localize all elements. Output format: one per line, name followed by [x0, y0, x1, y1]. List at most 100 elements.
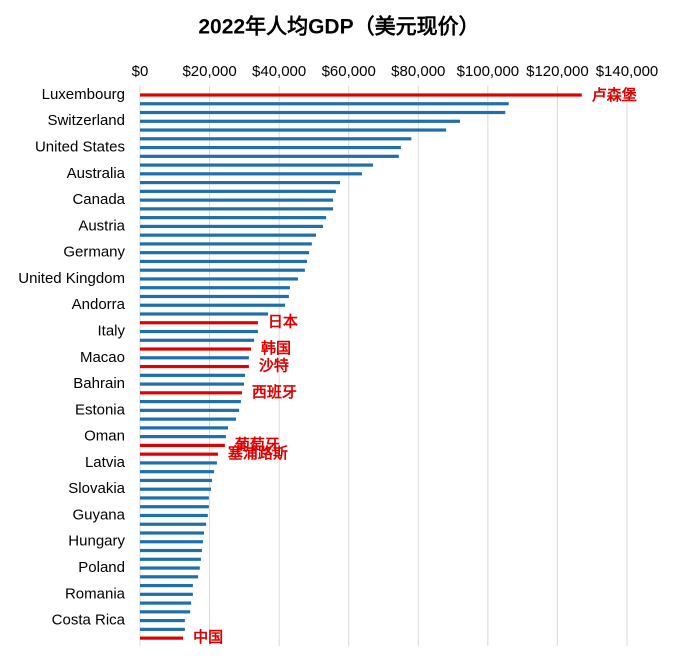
y-tick-label: Costa Rica — [52, 612, 126, 629]
annotation: 西班牙 — [252, 383, 297, 401]
bar — [140, 259, 307, 264]
bar — [140, 137, 412, 141]
bar — [140, 93, 582, 97]
bar — [140, 592, 193, 596]
bar — [140, 119, 461, 123]
x-tick-label: $100,000 — [457, 63, 520, 80]
bar — [140, 110, 506, 115]
y-tick-label: Macao — [80, 349, 125, 366]
y-tick-label: Latvia — [85, 454, 126, 471]
bar — [140, 128, 447, 132]
y-tick-label: Oman — [84, 428, 125, 445]
y-tick-label: Bahrain — [73, 375, 125, 392]
bar — [140, 172, 362, 176]
bar — [140, 400, 241, 404]
bar — [140, 540, 203, 544]
bar — [140, 452, 218, 456]
y-tick-label: Estonia — [75, 401, 126, 418]
bar — [140, 224, 323, 228]
bar — [140, 408, 240, 412]
bar — [140, 487, 211, 491]
chart-title: 2022年人均GDP（美元现价） — [198, 15, 479, 39]
y-tick-label: Hungary — [68, 533, 125, 550]
bar — [140, 163, 374, 167]
bar — [140, 198, 334, 202]
x-tick-label: $60,000 — [322, 63, 376, 80]
y-tick-label: Poland — [78, 559, 125, 576]
bar — [140, 557, 201, 561]
y-tick-label: Italy — [97, 322, 125, 339]
bar — [140, 391, 242, 395]
bar — [140, 181, 341, 185]
y-tick-label: Guyana — [72, 506, 125, 523]
y-tick-label: Romania — [65, 585, 126, 602]
x-tick-label: $80,000 — [391, 63, 445, 80]
annotation: 葡萄牙 — [234, 435, 280, 453]
bar — [140, 233, 317, 237]
bar — [140, 102, 509, 106]
bar — [140, 627, 185, 631]
bar — [140, 347, 251, 351]
annotation: 韩国 — [261, 339, 291, 357]
annotation: 卢森堡 — [592, 86, 637, 104]
y-tick-label: Switzerland — [47, 112, 125, 129]
y-tick-label: Austria — [78, 217, 125, 234]
bar — [140, 382, 245, 386]
y-tick-label: Luxembourg — [42, 86, 125, 103]
bar — [140, 566, 200, 570]
annotation: 塞浦路斯 — [228, 444, 288, 462]
bar — [140, 294, 289, 299]
annotation: 沙特 — [259, 357, 289, 375]
bar — [140, 513, 208, 518]
x-tick-label: $0 — [132, 63, 149, 80]
bar — [140, 303, 286, 307]
bar — [140, 505, 209, 509]
bar — [140, 426, 229, 430]
y-tick-label: United States — [35, 139, 125, 156]
bar — [140, 522, 207, 526]
bar — [140, 251, 310, 255]
bar — [140, 145, 401, 150]
y-tick-label: Slovakia — [68, 480, 125, 497]
bar — [140, 601, 192, 605]
x-tick-label: $20,000 — [182, 63, 236, 80]
bar — [140, 548, 202, 553]
x-tick-label: $140,000 — [596, 63, 659, 80]
bar — [140, 356, 249, 360]
bar — [140, 312, 269, 316]
y-tick-label: Andorra — [72, 296, 126, 313]
bar — [140, 216, 327, 220]
y-tick-label: Germany — [63, 244, 125, 261]
bar — [140, 443, 225, 447]
bar — [140, 435, 226, 439]
bar — [140, 470, 215, 474]
bar — [140, 496, 209, 500]
bar — [140, 268, 305, 272]
bar — [140, 619, 185, 623]
annotation: 中国 — [193, 628, 223, 646]
bar — [140, 478, 213, 483]
x-tick-label: $120,000 — [526, 63, 589, 80]
bar — [140, 242, 312, 246]
bar — [140, 154, 399, 158]
bar — [140, 610, 191, 614]
bar — [140, 338, 255, 342]
bar — [140, 189, 336, 193]
bar — [140, 461, 217, 465]
x-tick-label: $40,000 — [252, 63, 306, 80]
bar — [140, 417, 237, 421]
bar — [140, 531, 205, 535]
bar — [140, 575, 199, 579]
bar — [140, 636, 184, 640]
annotation: 日本 — [268, 313, 298, 331]
y-tick-label: Canada — [72, 191, 125, 208]
bar — [140, 373, 246, 377]
y-tick-label: United Kingdom — [18, 270, 125, 287]
bar — [140, 207, 334, 211]
y-tick-label: Australia — [67, 165, 126, 182]
bar — [140, 583, 193, 588]
bar — [140, 277, 298, 281]
bar — [140, 286, 290, 290]
bar — [140, 364, 249, 369]
